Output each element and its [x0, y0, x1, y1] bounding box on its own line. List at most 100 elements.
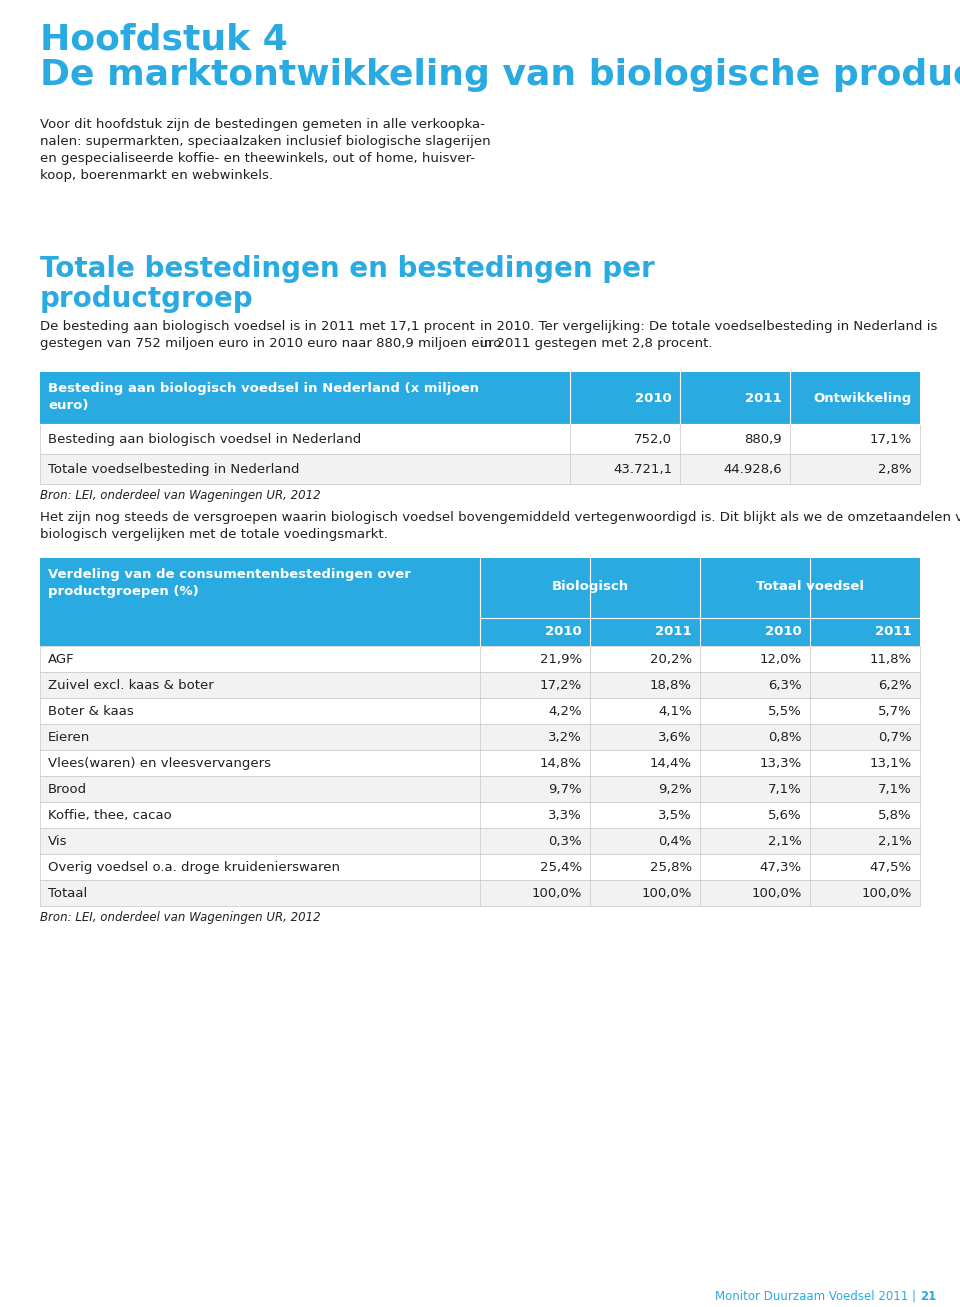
Bar [40, 423, 920, 454]
Bar [40, 853, 920, 880]
Bar [40, 750, 920, 776]
Text: 47,5%: 47,5% [870, 861, 912, 874]
Text: 0,3%: 0,3% [548, 835, 582, 848]
Text: 14,4%: 14,4% [650, 757, 692, 770]
Text: 9,2%: 9,2% [659, 783, 692, 796]
Text: 11,8%: 11,8% [870, 654, 912, 667]
Text: 5,8%: 5,8% [878, 809, 912, 822]
Text: Vlees(waren) en vleesvervangers: Vlees(waren) en vleesvervangers [48, 757, 271, 770]
Text: 2010: 2010 [545, 625, 582, 638]
Text: productgroep: productgroep [40, 285, 253, 312]
Text: 100,0%: 100,0% [532, 887, 582, 901]
Text: 752,0: 752,0 [634, 433, 672, 446]
Text: 25,8%: 25,8% [650, 861, 692, 874]
Text: 3,2%: 3,2% [548, 731, 582, 744]
Text: 2,1%: 2,1% [878, 835, 912, 848]
Text: 47,3%: 47,3% [760, 861, 802, 874]
Text: 14,8%: 14,8% [540, 757, 582, 770]
Bar [40, 724, 920, 750]
Text: 100,0%: 100,0% [752, 887, 802, 901]
Bar [40, 672, 920, 698]
Text: Besteding aan biologisch voedsel in Nederland: Besteding aan biologisch voedsel in Nede… [48, 433, 361, 446]
Text: Totaal: Totaal [48, 887, 87, 901]
Text: 2010: 2010 [636, 392, 672, 405]
Text: Hoofdstuk 4: Hoofdstuk 4 [40, 22, 288, 56]
Text: nalen: supermarkten, speciaalzaken inclusief biologische slagerijen: nalen: supermarkten, speciaalzaken inclu… [40, 135, 491, 148]
Text: 880,9: 880,9 [744, 433, 782, 446]
Text: Besteding aan biologisch voedsel in Nederland (x miljoen
euro): Besteding aan biologisch voedsel in Nede… [48, 382, 479, 413]
Text: Overig voedsel o.a. droge kruidenierswaren: Overig voedsel o.a. droge kruidenierswar… [48, 861, 340, 874]
Text: 2011: 2011 [876, 625, 912, 638]
Text: 5,6%: 5,6% [768, 809, 802, 822]
Bar [40, 372, 920, 423]
Text: biologisch vergelijken met de totale voedingsmarkt.: biologisch vergelijken met de totale voe… [40, 528, 388, 541]
Text: Boter & kaas: Boter & kaas [48, 704, 133, 718]
Text: in 2011 gestegen met 2,8 procent.: in 2011 gestegen met 2,8 procent. [480, 337, 712, 350]
Text: 17,2%: 17,2% [540, 680, 582, 691]
Text: 21: 21 [920, 1290, 936, 1303]
Text: Bron: LEI, onderdeel van Wageningen UR, 2012: Bron: LEI, onderdeel van Wageningen UR, … [40, 489, 321, 502]
Text: 2011: 2011 [745, 392, 782, 405]
Text: 25,4%: 25,4% [540, 861, 582, 874]
Text: gestegen van 752 miljoen euro in 2010 euro naar 880,9 miljoen euro: gestegen van 752 miljoen euro in 2010 eu… [40, 337, 501, 350]
Text: Totale bestedingen en bestedingen per: Totale bestedingen en bestedingen per [40, 255, 655, 284]
Text: 13,3%: 13,3% [759, 757, 802, 770]
Text: Ontwikkeling: Ontwikkeling [814, 392, 912, 405]
Text: Bron: LEI, onderdeel van Wageningen UR, 2012: Bron: LEI, onderdeel van Wageningen UR, … [40, 911, 321, 924]
Text: 6,3%: 6,3% [768, 680, 802, 691]
Text: 3,5%: 3,5% [659, 809, 692, 822]
Text: 100,0%: 100,0% [641, 887, 692, 901]
Text: 2,8%: 2,8% [878, 463, 912, 476]
Text: AGF: AGF [48, 654, 75, 667]
Bar [40, 829, 920, 853]
Text: en gespecialiseerde koffie- en theewinkels, out of home, huisver-: en gespecialiseerde koffie- en theewinke… [40, 152, 475, 165]
Text: Eieren: Eieren [48, 731, 90, 744]
Text: 2,1%: 2,1% [768, 835, 802, 848]
Text: 2011: 2011 [656, 625, 692, 638]
Text: De marktontwikkeling van biologische producten: De marktontwikkeling van biologische pro… [40, 58, 960, 91]
Text: Brood: Brood [48, 783, 87, 796]
Text: koop, boerenmarkt en webwinkels.: koop, boerenmarkt en webwinkels. [40, 169, 273, 182]
Text: Totaal voedsel: Totaal voedsel [756, 580, 864, 593]
Text: 43.721,1: 43.721,1 [612, 463, 672, 476]
Text: 18,8%: 18,8% [650, 680, 692, 691]
Bar [40, 454, 920, 484]
Text: in 2010. Ter vergelijking: De totale voedselbesteding in Nederland is: in 2010. Ter vergelijking: De totale voe… [480, 320, 937, 333]
Text: 7,1%: 7,1% [878, 783, 912, 796]
Text: Zuivel excl. kaas & boter: Zuivel excl. kaas & boter [48, 680, 214, 691]
Text: 4,2%: 4,2% [548, 704, 582, 718]
Bar [40, 880, 920, 906]
Text: 12,0%: 12,0% [760, 654, 802, 667]
Text: 21,9%: 21,9% [540, 654, 582, 667]
Text: 6,2%: 6,2% [878, 680, 912, 691]
Bar [40, 802, 920, 829]
Text: 2010: 2010 [765, 625, 802, 638]
Text: 4,1%: 4,1% [659, 704, 692, 718]
Text: 20,2%: 20,2% [650, 654, 692, 667]
Bar [40, 558, 920, 646]
Bar [40, 698, 920, 724]
Text: De besteding aan biologisch voedsel is in 2011 met 17,1 procent: De besteding aan biologisch voedsel is i… [40, 320, 475, 333]
Text: 0,4%: 0,4% [659, 835, 692, 848]
Text: 7,1%: 7,1% [768, 783, 802, 796]
Text: Voor dit hoofdstuk zijn de bestedingen gemeten in alle verkoopka-: Voor dit hoofdstuk zijn de bestedingen g… [40, 118, 485, 131]
Text: 0,8%: 0,8% [769, 731, 802, 744]
Text: 9,7%: 9,7% [548, 783, 582, 796]
Text: 13,1%: 13,1% [870, 757, 912, 770]
Text: Het zijn nog steeds de versgroepen waarin biologisch voedsel bovengemiddeld vert: Het zijn nog steeds de versgroepen waari… [40, 511, 960, 524]
Text: 5,7%: 5,7% [878, 704, 912, 718]
Bar [40, 776, 920, 802]
Text: 3,3%: 3,3% [548, 809, 582, 822]
Text: Totale voedselbesteding in Nederland: Totale voedselbesteding in Nederland [48, 463, 300, 476]
Text: 3,6%: 3,6% [659, 731, 692, 744]
Text: 0,7%: 0,7% [878, 731, 912, 744]
Text: Verdeling van de consumentenbestedingen over
productgroepen (%): Verdeling van de consumentenbestedingen … [48, 569, 411, 599]
Text: 5,5%: 5,5% [768, 704, 802, 718]
Text: 100,0%: 100,0% [862, 887, 912, 901]
Text: 44.928,6: 44.928,6 [724, 463, 782, 476]
Text: 17,1%: 17,1% [870, 433, 912, 446]
Bar [40, 646, 920, 672]
Text: Biologisch: Biologisch [551, 580, 629, 593]
Text: Koffie, thee, cacao: Koffie, thee, cacao [48, 809, 172, 822]
Text: Monitor Duurzaam Voedsel 2011 |: Monitor Duurzaam Voedsel 2011 | [715, 1290, 920, 1303]
